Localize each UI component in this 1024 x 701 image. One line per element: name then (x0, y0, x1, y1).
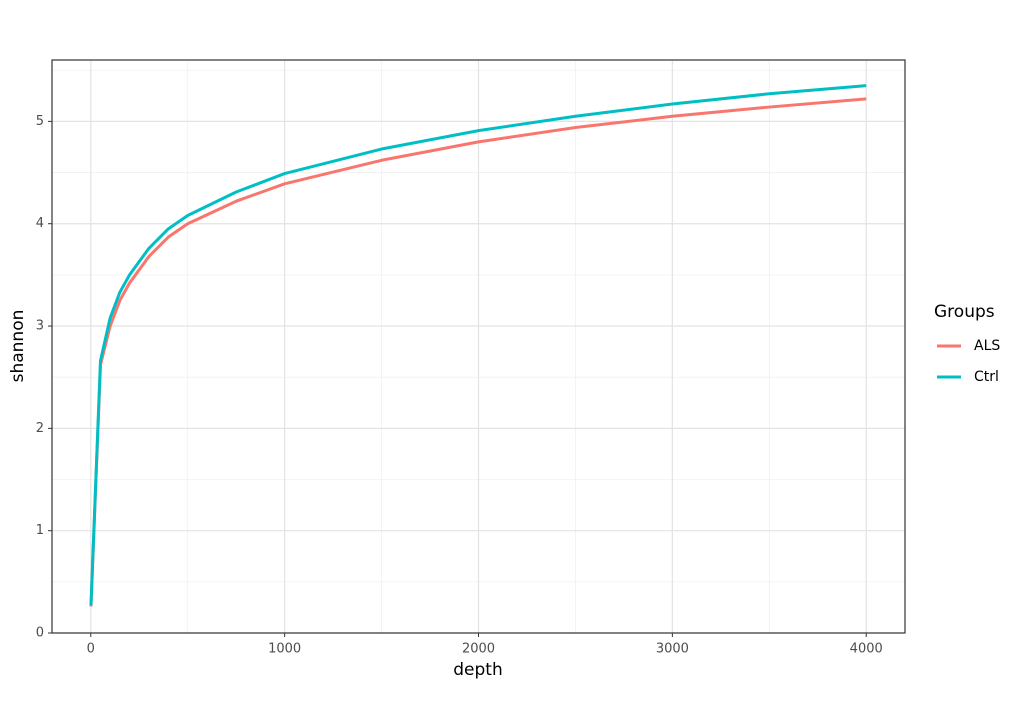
y-tick-label: 5 (36, 114, 44, 129)
grid (52, 60, 905, 634)
x-tick-label: 3000 (656, 642, 689, 657)
lines (89, 84, 867, 607)
y-tick-label: 1 (36, 523, 44, 538)
legend-label: Ctrl (974, 369, 999, 385)
y-tick-label: 4 (36, 216, 44, 231)
y-axis-title: shannon (8, 310, 28, 383)
x-axis-title: depth (453, 660, 502, 680)
x-tick-label: 4000 (850, 642, 883, 657)
y-tick-label: 0 (36, 626, 44, 641)
series-line (89, 84, 867, 606)
x-tick-label: 0 (87, 642, 95, 657)
legend-title: Groups (934, 302, 995, 322)
series-line (89, 97, 867, 607)
y-tick-label: 3 (36, 319, 44, 334)
legend-label: ALS (974, 338, 1000, 354)
x-tick-label: 1000 (268, 642, 301, 657)
y-tick-label: 2 (36, 421, 44, 436)
x-tick-label: 2000 (462, 642, 495, 657)
